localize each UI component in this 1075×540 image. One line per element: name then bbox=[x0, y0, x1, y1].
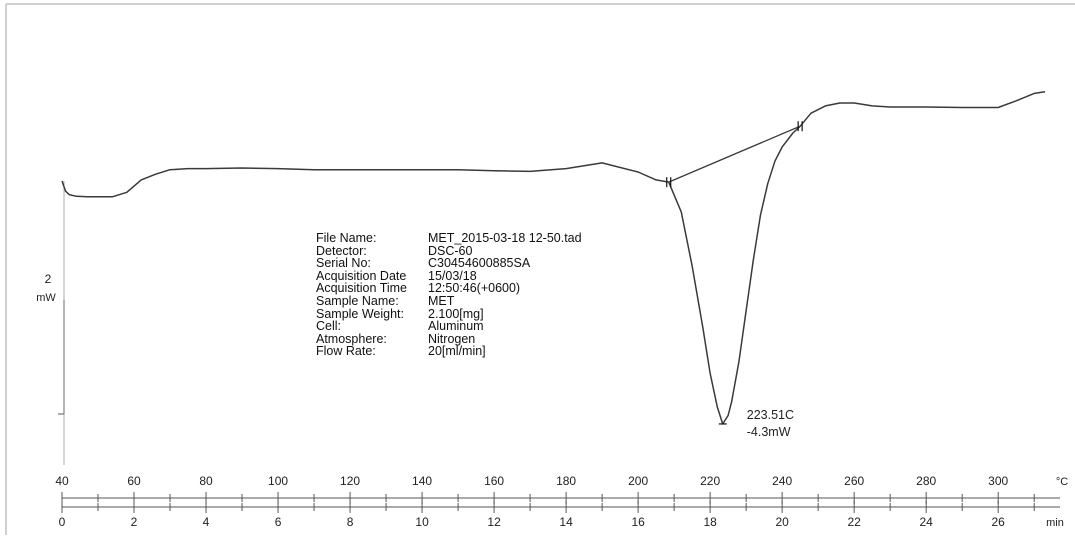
time-tick-label: 8 bbox=[347, 515, 354, 529]
temperature-tick-label: 140 bbox=[412, 474, 432, 488]
dsc-trace bbox=[61, 90, 1046, 425]
temperature-tick-label: 60 bbox=[127, 474, 141, 488]
info-key: Cell: bbox=[316, 319, 342, 334]
time-tick-label: 22 bbox=[847, 515, 861, 529]
time-tick-label: 18 bbox=[703, 515, 717, 529]
info-row: Serial No: C30454600885SA bbox=[316, 257, 582, 270]
info-value: 2.100[mg] bbox=[428, 306, 484, 321]
info-value: 12:50:46(+0600) bbox=[428, 281, 521, 296]
info-value: MET_2015-03-18 12-50.tad bbox=[428, 231, 582, 245]
time-tick-label: 24 bbox=[919, 515, 933, 529]
info-key: Detector: bbox=[316, 243, 367, 258]
peak-value-label: -4.3mW bbox=[747, 425, 791, 439]
info-key: Sample Weight: bbox=[316, 306, 405, 321]
time-tick-label: 10 bbox=[415, 515, 429, 529]
info-row: Acquisition Date 15/03/18 bbox=[316, 270, 582, 283]
time-tick-label: 26 bbox=[992, 515, 1006, 529]
temperature-axis-unit: °C bbox=[1056, 476, 1068, 488]
time-tick-label: 20 bbox=[775, 515, 789, 529]
temperature-tick-label: 80 bbox=[199, 474, 213, 488]
info-value: C30454600885SA bbox=[428, 256, 531, 271]
temperature-tick-label: 160 bbox=[484, 474, 504, 488]
temperature-tick-label: 40 bbox=[55, 474, 69, 488]
info-value: Nitrogen bbox=[428, 331, 476, 346]
time-tick-label: 12 bbox=[487, 515, 501, 529]
temperature-tick-label: 180 bbox=[556, 474, 576, 488]
time-tick-label: 14 bbox=[559, 515, 573, 529]
y-scale-unit: mW bbox=[36, 292, 56, 304]
baseline-segment bbox=[668, 125, 801, 183]
info-row: Sample Weight: 2.100[mg] bbox=[316, 306, 582, 321]
info-row: Detector: DSC-60 bbox=[316, 243, 582, 258]
temperature-tick-label: 100 bbox=[268, 474, 288, 488]
time-tick-label: 0 bbox=[59, 515, 66, 529]
info-key: File Name: bbox=[316, 231, 377, 245]
peak-temperature-label: 223.51C bbox=[747, 408, 794, 422]
info-key: Atmosphere: bbox=[316, 331, 387, 346]
info-row: Flow Rate: 20[ml/min] bbox=[316, 345, 582, 358]
info-row: Acquisition Time 12:50:46(+0600) bbox=[316, 282, 582, 295]
info-value: MET bbox=[428, 293, 455, 308]
info-row: Sample Name: MET bbox=[316, 295, 582, 308]
time-axis-unit: min bbox=[1046, 517, 1064, 529]
info-key: Flow Rate: bbox=[316, 344, 376, 359]
info-value: 20[ml/min] bbox=[428, 344, 486, 359]
temperature-tick-label: 300 bbox=[988, 474, 1008, 488]
temperature-tick-label: 120 bbox=[340, 474, 360, 488]
info-key: Serial No: bbox=[316, 256, 371, 271]
info-value: DSC-60 bbox=[428, 243, 473, 258]
time-tick-label: 16 bbox=[631, 515, 645, 529]
info-key: Acquisition Date bbox=[316, 268, 407, 283]
y-scale-value: 2 bbox=[45, 272, 52, 286]
temperature-tick-label: 240 bbox=[772, 474, 792, 488]
info-row: Atmosphere: Nitrogen bbox=[316, 333, 582, 346]
time-tick-label: 4 bbox=[203, 515, 210, 529]
info-key: Acquisition Time bbox=[316, 281, 408, 296]
info-key: Sample Name: bbox=[316, 293, 399, 308]
time-tick-label: 2 bbox=[131, 515, 138, 529]
temperature-tick-label: 280 bbox=[916, 474, 936, 488]
info-table: File Name: MET_2015-03-18 12-50.tad Detect… bbox=[316, 232, 582, 358]
info-row: Cell: Aluminum bbox=[316, 320, 582, 333]
temperature-tick-label: 260 bbox=[844, 474, 864, 488]
info-value: 15/03/18 bbox=[428, 268, 477, 283]
temperature-tick-label: 200 bbox=[628, 474, 648, 488]
info-value: Aluminum bbox=[428, 319, 484, 334]
temperature-tick-label: 220 bbox=[700, 474, 720, 488]
info-row: File Name: MET_2015-03-18 12-50.tad bbox=[316, 232, 582, 245]
time-tick-label: 6 bbox=[275, 515, 282, 529]
